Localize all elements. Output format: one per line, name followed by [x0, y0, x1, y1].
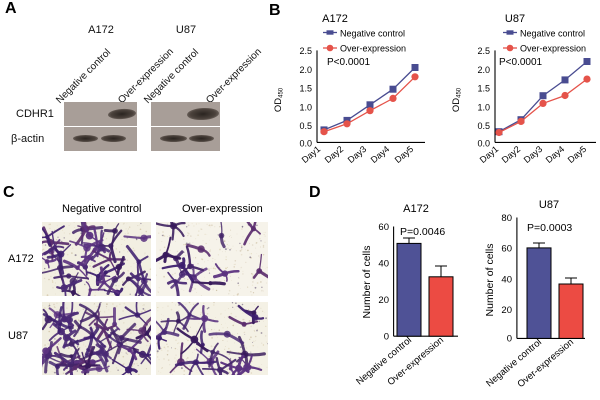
svg-text:40: 40	[501, 274, 512, 285]
svg-text:Over-expression: Over-expression	[385, 335, 445, 388]
svg-text:Number of cells: Number of cells	[484, 244, 496, 317]
svg-text:U87: U87	[539, 199, 559, 211]
svg-text:Over-expression: Over-expression	[515, 337, 575, 390]
svg-text:0: 0	[507, 334, 512, 345]
svg-text:60: 60	[378, 222, 389, 233]
svg-text:20: 20	[501, 305, 512, 316]
svg-text:20: 20	[378, 295, 389, 306]
svg-text:P=0.0003: P=0.0003	[527, 222, 572, 234]
svg-text:Number of cells: Number of cells	[361, 246, 373, 319]
svg-text:80: 80	[501, 213, 512, 224]
svg-text:0: 0	[384, 332, 389, 343]
svg-text:P=0.0046: P=0.0046	[400, 226, 445, 238]
svg-text:A172: A172	[403, 203, 429, 215]
svg-text:40: 40	[378, 258, 389, 269]
svg-text:60: 60	[501, 244, 512, 255]
